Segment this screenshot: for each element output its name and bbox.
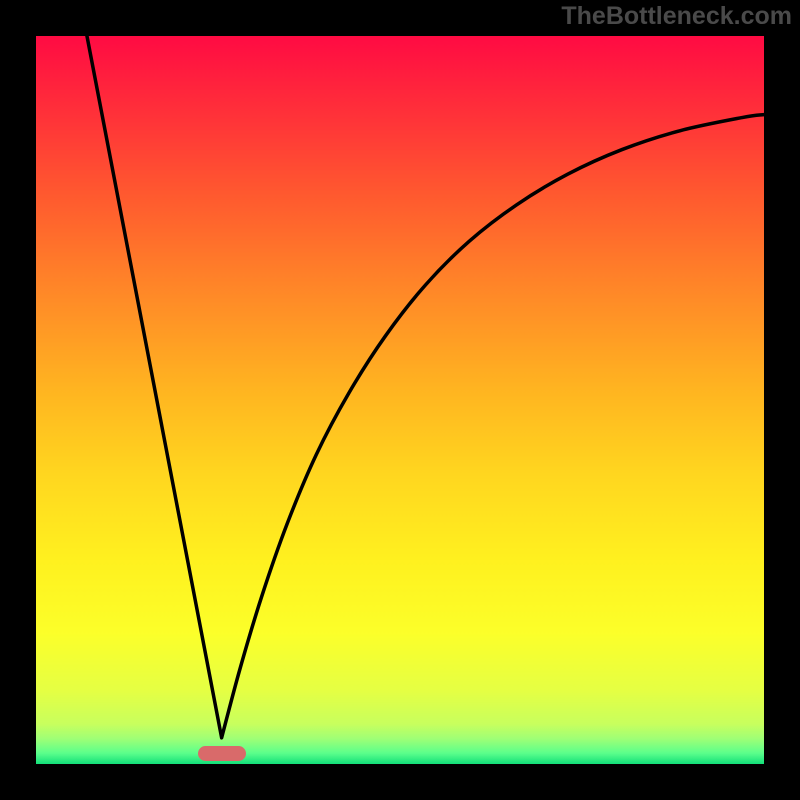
chart-container: TheBottleneck.com <box>0 0 800 800</box>
plot-area <box>36 36 764 764</box>
watermark-label: TheBottleneck.com <box>561 2 792 31</box>
bottleneck-curve <box>87 36 764 738</box>
curve-layer <box>36 36 764 764</box>
bottleneck-marker <box>198 746 246 761</box>
